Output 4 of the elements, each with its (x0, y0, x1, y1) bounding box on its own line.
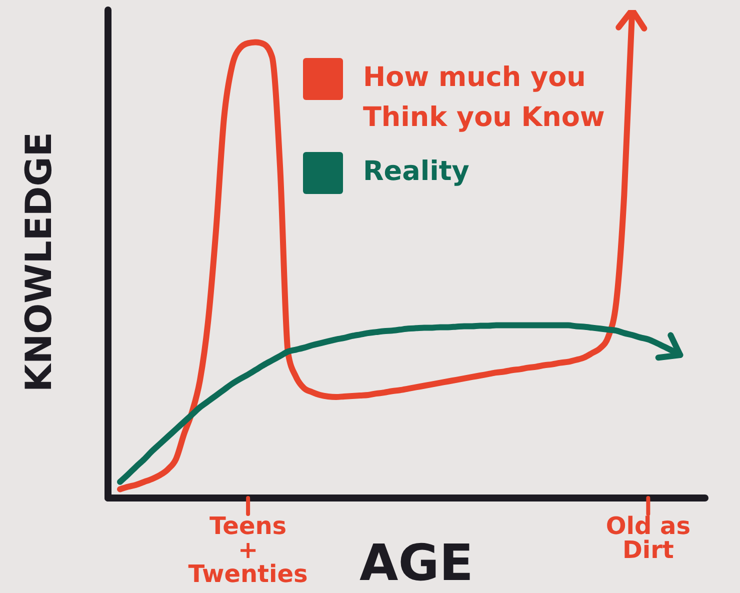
x-tick-label: Old as Dirt (606, 512, 691, 564)
x-axis-title: AGE (360, 534, 474, 592)
y-axis-title: KNOWLEDGE (19, 132, 60, 392)
x-tick-label: Teens + Twenties (188, 512, 308, 588)
